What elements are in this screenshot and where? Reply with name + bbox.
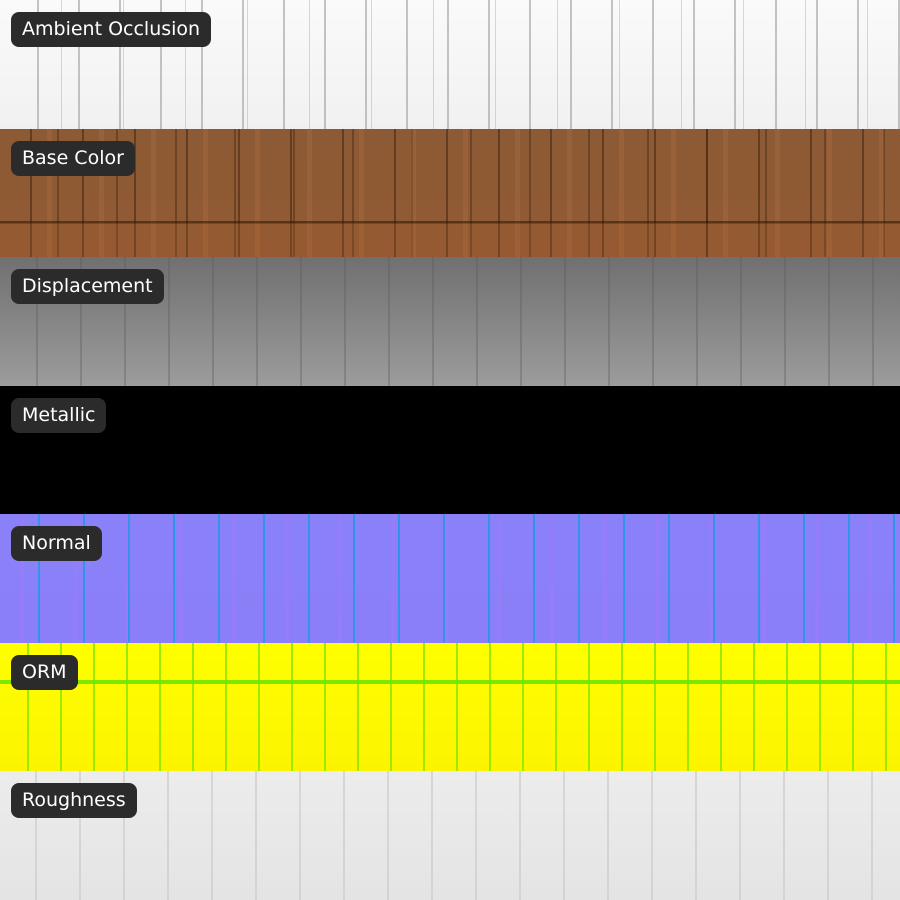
- texture-strip: Metallic: [0, 385, 900, 515]
- texture-strip: Roughness: [0, 771, 900, 900]
- map-label: Ambient Occlusion: [11, 12, 212, 47]
- map-label: Roughness: [11, 783, 137, 819]
- map-label: Base Color: [11, 140, 135, 176]
- map-label: ORM: [11, 654, 78, 690]
- texture-strip: Base Color: [0, 128, 900, 258]
- texture-strip: Ambient Occlusion: [0, 0, 900, 129]
- map-label: Normal: [11, 526, 102, 562]
- texture-strip: Normal: [0, 514, 900, 643]
- texture-strip: Displacement: [0, 257, 900, 386]
- map-label: Metallic: [11, 397, 107, 433]
- map-label: Displacement: [11, 269, 164, 305]
- texture-strip: ORM: [0, 642, 900, 772]
